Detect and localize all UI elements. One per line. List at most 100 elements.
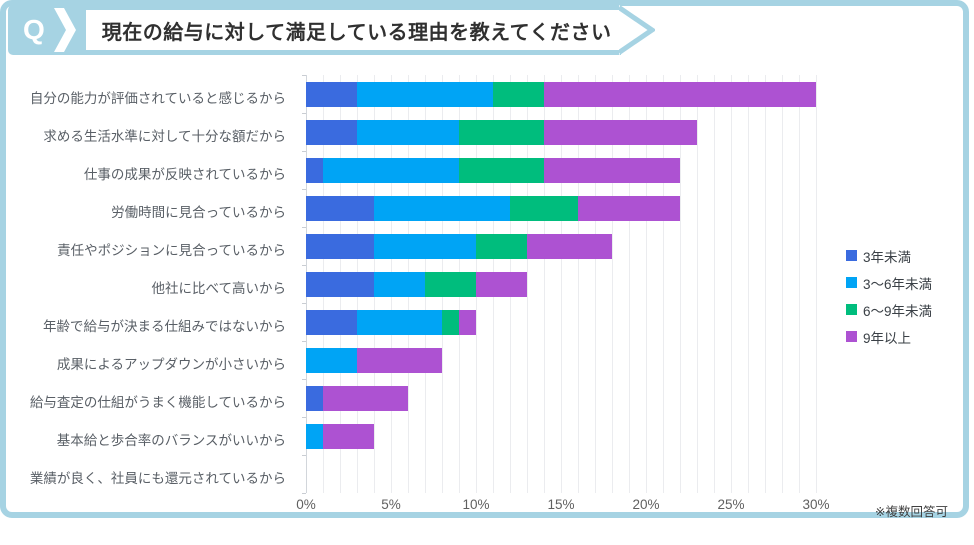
bar-row: 仕事の成果が反映されているから: [0, 151, 974, 189]
gridline: [816, 75, 817, 493]
card-border: [0, 0, 969, 518]
category-label: 業績が良く、社員にも還元されているから: [29, 471, 286, 486]
bar-segment: [459, 309, 476, 335]
bar-segment: [459, 119, 544, 145]
bar-segment: [357, 119, 459, 145]
category-label: 労働時間に見合っているから: [111, 205, 286, 220]
y-axis-tick: [302, 151, 306, 152]
bar-segment: [306, 423, 323, 449]
legend-item: 3年未満: [846, 242, 932, 269]
bar-segment: [374, 195, 510, 221]
gridline: [714, 75, 715, 493]
bar-segment: [374, 233, 476, 259]
legend-swatch: [846, 277, 857, 288]
gridline: [544, 75, 545, 493]
bar-segment: [357, 309, 442, 335]
category-label: 仕事の成果が反映されているから: [83, 167, 286, 182]
gridline: [663, 75, 664, 493]
gridline: [629, 75, 630, 493]
bar-row: 労働時間に見合っているから: [0, 189, 974, 227]
bar-segment: [306, 309, 357, 335]
x-axis-label: 30%: [802, 497, 830, 512]
bar-segment: [476, 271, 527, 297]
bar-segment: [306, 271, 374, 297]
x-axis-label: 20%: [632, 497, 660, 512]
legend-swatch: [846, 331, 857, 342]
y-axis-tick: [302, 265, 306, 266]
legend-item: 3〜6年未満: [846, 269, 932, 296]
bar-row: 責任やポジションに見合っているから: [0, 227, 974, 265]
gridline: [646, 75, 647, 493]
bar-segment: [544, 81, 816, 107]
bar-row: 給与査定の仕組がうまく機能しているから: [0, 379, 974, 417]
y-axis-tick: [302, 417, 306, 418]
question-badge-letter: Q: [23, 14, 45, 45]
y-axis-tick: [302, 75, 306, 76]
gridline: [765, 75, 766, 493]
gridline: [731, 75, 732, 493]
question-banner: Q 現在の給与に対して満足している理由を教えてください: [8, 5, 656, 55]
bar-row: 他社に比べて高いから: [0, 265, 974, 303]
legend-swatch: [846, 250, 857, 261]
ribbon-arrow-tip-icon: [619, 5, 656, 55]
legend-label: 6〜9年未満: [863, 303, 933, 319]
bar-segment: [306, 233, 374, 259]
bar-segment: [544, 157, 680, 183]
bar-segment: [476, 233, 527, 259]
y-axis-tick: [302, 455, 306, 456]
bar-segment: [357, 81, 493, 107]
y-axis-tick: [302, 341, 306, 342]
gridline: [578, 75, 579, 493]
bar-row: 成果によるアップダウンが小さいから: [0, 341, 974, 379]
y-axis-tick: [302, 303, 306, 304]
y-axis-tick: [302, 379, 306, 380]
bar-segment: [527, 233, 612, 259]
bar-segment: [442, 309, 459, 335]
gridline: [680, 75, 681, 493]
category-label: 求める生活水準に対して十分な額だから: [43, 129, 286, 144]
bar-segment: [306, 347, 357, 373]
x-axis-label: 15%: [547, 497, 575, 512]
legend-label: 9年以上: [863, 330, 912, 346]
bar-row: 業績が良く、社員にも還元されているから: [0, 455, 974, 493]
y-axis-tick: [302, 493, 306, 494]
y-axis-tick: [302, 113, 306, 114]
chevron-right-icon: [53, 8, 76, 52]
bar-segment: [323, 385, 408, 411]
legend-label: 3〜6年未満: [863, 276, 933, 292]
category-label: 給与査定の仕組がうまく機能しているから: [29, 395, 286, 410]
x-axis-label: 0%: [296, 497, 316, 512]
gridline: [748, 75, 749, 493]
page-title: 現在の給与に対して満足している理由を教えてください: [101, 21, 612, 44]
bar-row: 年齢で給与が決まる仕組みではないから: [0, 303, 974, 341]
bar-segment: [323, 423, 374, 449]
category-label: 成果によるアップダウンが小さいから: [56, 357, 286, 372]
bar-segment: [323, 157, 459, 183]
bar-segment: [306, 81, 357, 107]
bar-row: 基本給と歩合率のバランスがいいから: [0, 417, 974, 455]
bar-segment: [306, 195, 374, 221]
x-axis-label: 25%: [717, 497, 745, 512]
title-ribbon: 現在の給与に対して満足している理由を教えてください: [85, 5, 656, 55]
bar-segment: [306, 385, 323, 411]
category-label: 自分の能力が評価されていると感じるから: [29, 91, 286, 106]
bar-segment: [374, 271, 425, 297]
bar-row: 求める生活水準に対して十分な額だから: [0, 113, 974, 151]
y-axis-tick: [302, 227, 306, 228]
x-axis-label: 5%: [381, 497, 401, 512]
legend-swatch: [846, 304, 857, 315]
gridline: [595, 75, 596, 493]
gridline: [561, 75, 562, 493]
legend-label: 3年未満: [863, 249, 912, 265]
bar-segment: [425, 271, 476, 297]
bar-segment: [544, 119, 697, 145]
category-label: 責任やポジションに見合っているから: [57, 243, 286, 258]
gridline: [697, 75, 698, 493]
question-badge: Q: [8, 5, 86, 55]
bar-segment: [306, 157, 323, 183]
bar-segment: [306, 119, 357, 145]
x-axis-label: 10%: [462, 497, 490, 512]
gridline: [782, 75, 783, 493]
